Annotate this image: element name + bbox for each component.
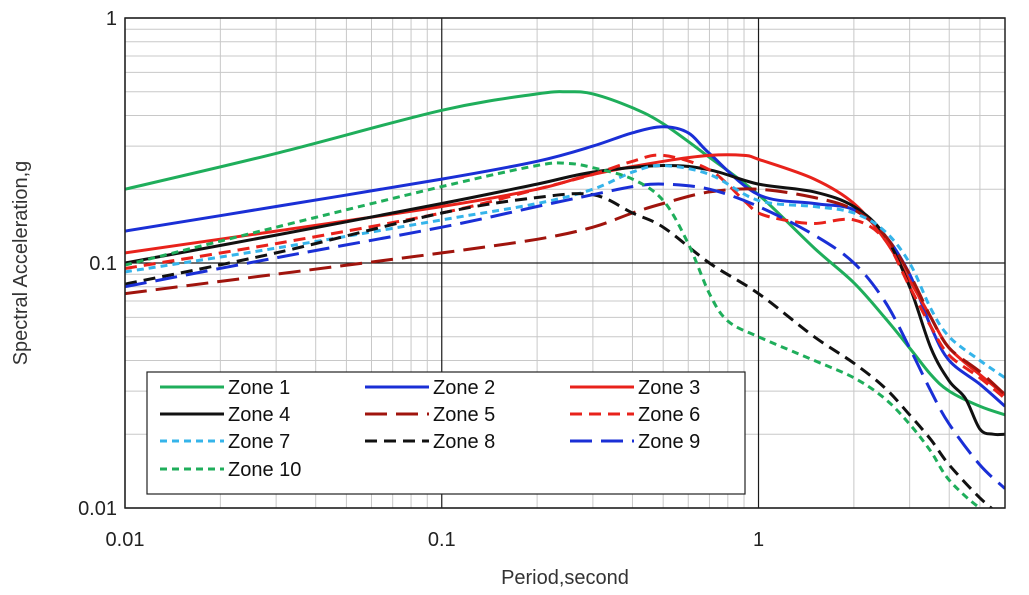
legend-label-zone-8: Zone 8 [433,431,495,453]
series-line-zone-8 [125,192,994,508]
series-layer [125,90,1005,508]
series-line-zone-1 [125,90,1005,417]
legend-label-zone-9: Zone 9 [638,431,700,453]
x-tick-label: 1 [753,529,764,551]
legend-label-zone-6: Zone 6 [638,404,700,426]
series-line-zone-6 [125,153,1005,400]
x-tick-labels: 0.01 0.1 1 [106,529,765,551]
legend-label-zone-1: Zone 1 [228,377,290,399]
legend-label-zone-4: Zone 4 [228,404,290,426]
y-tick-labels: 0.01 0.1 1 [78,8,117,520]
series-line-zone-7 [125,163,1005,380]
legend-label-zone-7: Zone 7 [228,431,290,453]
legend-label-zone-2: Zone 2 [433,377,495,399]
y-tick-label: 0.01 [78,498,117,520]
x-axis-title: Period,second [501,567,629,589]
legend-label-zone-10: Zone 10 [228,459,301,481]
legend-box [146,371,746,495]
series-line-zone-10 [125,161,983,508]
x-tick-label: 0.1 [428,529,456,551]
legend: Zone 1 Zone 2 Zone 3 Zone 4 Zone 5 Zone 6 Zone… [146,371,746,495]
x-tick-label: 0.01 [106,529,145,551]
y-tick-label: 1 [106,8,117,30]
legend-label-zone-5: Zone 5 [433,404,495,426]
plot-frame [124,17,1006,509]
legend-label-zone-3: Zone 3 [638,377,700,399]
y-tick-label: 0.1 [89,253,117,275]
y-axis-title: Spectral Acceleration,g [10,161,32,366]
series-line-zone-5 [125,187,1005,396]
series-line-zone-9 [125,182,1005,490]
series-line-zone-4 [125,163,1005,437]
